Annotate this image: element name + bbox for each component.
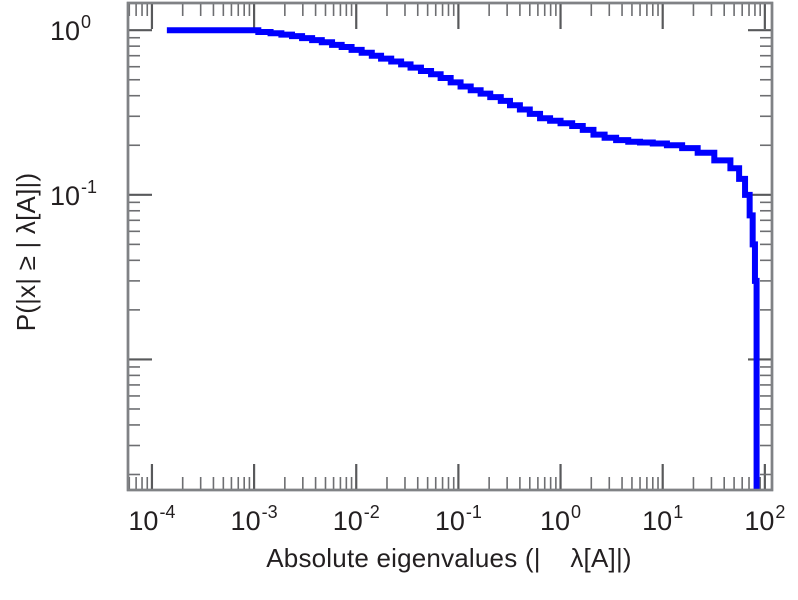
y-axis-title: P(|x| ≥ | λ[A]|) (11, 172, 41, 332)
x-axis-major-ticks (150, 3, 766, 490)
y-tick-label-1e-1: 10-1 (50, 176, 98, 211)
plot-area-border-overlay (126, 1, 774, 492)
x-tick-label-1e0: 100 (540, 502, 582, 536)
x-axis-minor-ticks (128, 3, 761, 490)
x-tick-label-1e1: 101 (642, 502, 684, 536)
x-tick-label-1e-2: 10-2 (332, 502, 380, 536)
x-tick-label-1e-4: 10-4 (128, 502, 176, 536)
series-line-0 (166, 27, 760, 490)
x-axis-title: Absolute eigenvalues (| λ[A]|) (266, 543, 632, 573)
y-tick-label-1e0: 100 (50, 12, 92, 47)
y-axis-minor-ticks (128, 36, 772, 476)
x-tick-label-1e-1: 10-1 (434, 502, 482, 536)
data-series-group (166, 27, 760, 490)
x-tick-label-1e2: 102 (744, 502, 786, 536)
x-tick-label-1e-3: 10-3 (230, 502, 278, 536)
